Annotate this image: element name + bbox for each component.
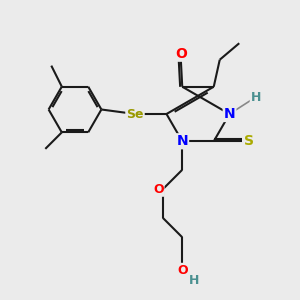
Text: Se: Se [126, 107, 144, 121]
Text: N: N [224, 107, 235, 121]
Text: O: O [153, 183, 164, 196]
Text: H: H [251, 91, 261, 104]
Text: O: O [175, 47, 187, 61]
Text: H: H [188, 274, 199, 287]
Text: O: O [177, 264, 188, 277]
Text: N: N [176, 134, 188, 148]
Text: S: S [244, 134, 254, 148]
